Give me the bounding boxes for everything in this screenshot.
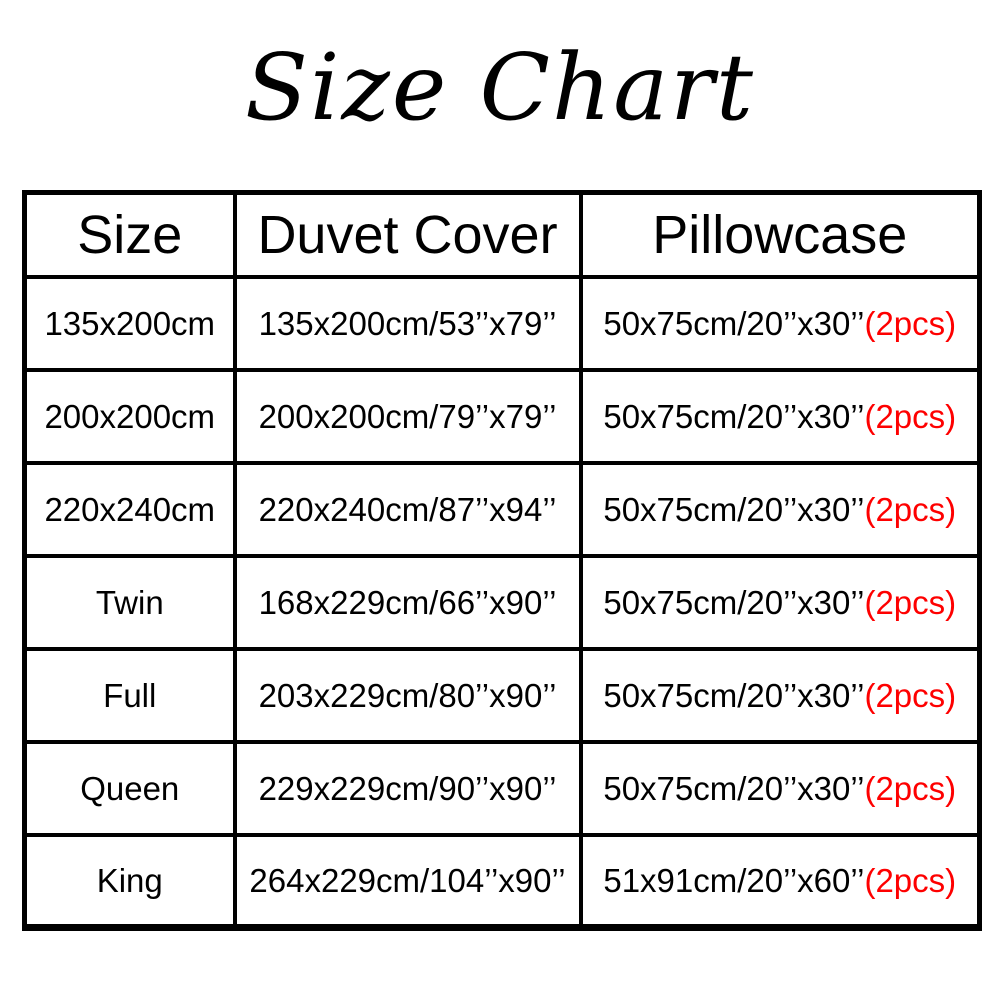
duvet-cover-cell: 168x229cm/66’’x90’’: [232, 553, 583, 651]
pillowcase-cell: 50x75cm/20’’x30’’(2pcs): [578, 739, 982, 837]
pillowcase-cell: 50x75cm/20’’x30’’(2pcs): [578, 553, 982, 651]
table-row: Full 203x229cm/80’’x90’’ 50x75cm/20’’x30…: [22, 646, 982, 744]
duvet-cover-cell: 264x229cm/104’’x90’’: [232, 832, 583, 930]
table-row: Queen 229x229cm/90’’x90’’ 50x75cm/20’’x3…: [22, 739, 982, 837]
duvet-cover-cell: 200x200cm/79’’x79’’: [232, 367, 583, 465]
size-cell: Full: [22, 646, 237, 744]
size-cell: 135x200cm: [22, 274, 237, 372]
pillowcase-cell: 50x75cm/20’’x30’’(2pcs): [578, 646, 982, 744]
pillowcase-dimensions: 50x75cm/20’’x30’’: [603, 769, 865, 807]
pillowcase-dimensions: 50x75cm/20’’x30’’: [603, 583, 865, 621]
pillowcase-cell: 50x75cm/20’’x30’’(2pcs): [578, 460, 982, 558]
header-pillowcase: Pillowcase: [578, 190, 982, 279]
pillowcase-qty: (2pcs): [864, 397, 957, 435]
pillowcase-dimensions: 50x75cm/20’’x30’’: [603, 676, 865, 714]
pillowcase-dimensions: 50x75cm/20’’x30’’: [603, 397, 865, 435]
pillowcase-dimensions: 51x91cm/20’’x60’’: [603, 861, 865, 899]
pillowcase-qty: (2pcs): [864, 583, 957, 621]
pillowcase-cell: 51x91cm/20’’x60’’(2pcs): [578, 832, 982, 930]
size-chart-table: Size Duvet Cover Pillowcase 135x200cm 13…: [22, 190, 982, 931]
pillowcase-qty: (2pcs): [864, 676, 957, 714]
size-cell: 200x200cm: [22, 367, 237, 465]
table-header: Size Duvet Cover Pillowcase: [22, 190, 982, 279]
size-cell: Twin: [22, 553, 237, 651]
pillowcase-qty: (2pcs): [864, 861, 957, 899]
size-cell: 220x240cm: [22, 460, 237, 558]
duvet-cover-cell: 203x229cm/80’’x90’’: [232, 646, 583, 744]
table-body: 135x200cm 135x200cm/53’’x79’’ 50x75cm/20…: [22, 274, 982, 930]
duvet-cover-cell: 229x229cm/90’’x90’’: [232, 739, 583, 837]
header-duvet-cover: Duvet Cover: [232, 190, 583, 279]
pillowcase-qty: (2pcs): [864, 769, 957, 807]
duvet-cover-cell: 220x240cm/87’’x94’’: [232, 460, 583, 558]
table-row: 200x200cm 200x200cm/79’’x79’’ 50x75cm/20…: [22, 367, 982, 465]
pillowcase-dimensions: 50x75cm/20’’x30’’: [603, 304, 865, 342]
pillowcase-cell: 50x75cm/20’’x30’’(2pcs): [578, 274, 982, 372]
pillowcase-dimensions: 50x75cm/20’’x30’’: [603, 490, 865, 528]
duvet-cover-cell: 135x200cm/53’’x79’’: [232, 274, 583, 372]
pillowcase-qty: (2pcs): [864, 490, 957, 528]
page-title: Size Chart: [244, 34, 756, 141]
size-cell: King: [22, 832, 237, 930]
pillowcase-qty: (2pcs): [864, 304, 957, 342]
table-row: 135x200cm 135x200cm/53’’x79’’ 50x75cm/20…: [22, 274, 982, 372]
header-row: Size Duvet Cover Pillowcase: [22, 190, 982, 279]
table-row: 220x240cm 220x240cm/87’’x94’’ 50x75cm/20…: [22, 460, 982, 558]
table-row: King 264x229cm/104’’x90’’ 51x91cm/20’’x6…: [22, 832, 982, 930]
size-cell: Queen: [22, 739, 237, 837]
pillowcase-cell: 50x75cm/20’’x30’’(2pcs): [578, 367, 982, 465]
header-size: Size: [22, 190, 237, 279]
table-row: Twin 168x229cm/66’’x90’’ 50x75cm/20’’x30…: [22, 553, 982, 651]
